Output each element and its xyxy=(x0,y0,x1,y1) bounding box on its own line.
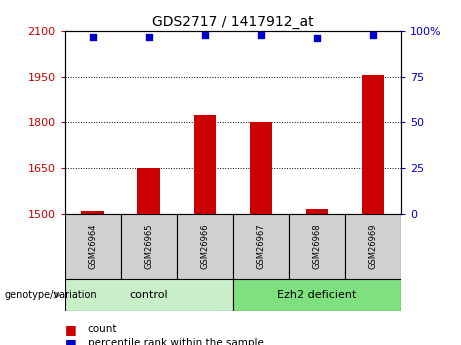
Bar xyxy=(362,75,384,214)
Text: genotype/variation: genotype/variation xyxy=(5,290,97,300)
Point xyxy=(89,34,96,39)
Text: GSM26968: GSM26968 xyxy=(313,224,321,269)
Text: GSM26966: GSM26966 xyxy=(200,224,209,269)
Text: ■: ■ xyxy=(65,323,76,336)
Text: percentile rank within the sample: percentile rank within the sample xyxy=(88,338,264,345)
Text: GSM26967: GSM26967 xyxy=(256,224,266,269)
Text: count: count xyxy=(88,325,117,334)
Bar xyxy=(289,214,345,279)
Bar xyxy=(121,214,177,279)
Bar xyxy=(345,214,401,279)
Point xyxy=(145,34,152,39)
Text: control: control xyxy=(130,290,168,300)
Bar xyxy=(233,214,289,279)
Text: GSM26965: GSM26965 xyxy=(144,224,153,269)
Title: GDS2717 / 1417912_at: GDS2717 / 1417912_at xyxy=(152,14,313,29)
Text: GSM26964: GSM26964 xyxy=(88,224,97,269)
Text: GSM26969: GSM26969 xyxy=(368,224,378,269)
Point xyxy=(201,32,208,38)
Point xyxy=(257,32,265,38)
Text: Ezh2 deficient: Ezh2 deficient xyxy=(277,290,357,300)
Bar xyxy=(194,115,216,214)
Bar xyxy=(82,211,104,214)
Bar xyxy=(306,209,328,214)
Bar xyxy=(137,168,160,214)
Bar xyxy=(250,122,272,214)
Bar xyxy=(177,214,233,279)
Point xyxy=(369,32,377,38)
Bar xyxy=(233,279,401,311)
Point xyxy=(313,36,321,41)
Text: ■: ■ xyxy=(65,337,76,345)
Bar xyxy=(65,279,233,311)
Bar xyxy=(65,214,121,279)
